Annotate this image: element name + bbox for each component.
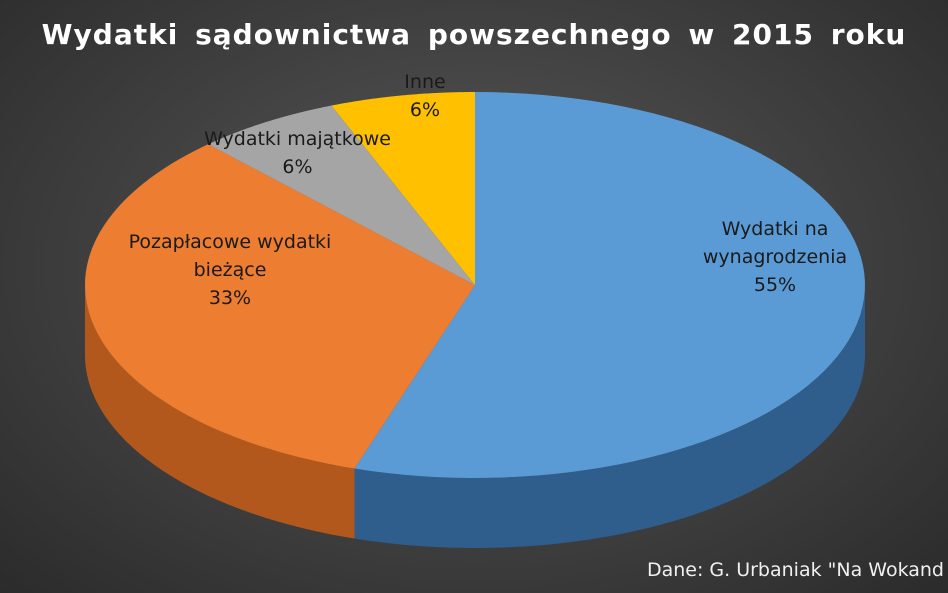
slice-label-wynagrodzenia: Wydatki na wynagrodzenia 55% bbox=[660, 215, 890, 299]
slice-label-majatkowe: Wydatki majątkowe 6% bbox=[185, 125, 410, 181]
slice-1 bbox=[354, 92, 865, 478]
slice-side bbox=[354, 285, 865, 548]
label-line: Pozapłacowe wydatki bbox=[128, 231, 332, 253]
slice-label-inne: Inne 6% bbox=[385, 68, 465, 124]
label-line: bieżące bbox=[193, 259, 267, 281]
label-value: 6% bbox=[282, 156, 313, 178]
chart-title: Wydatki sądownictwa powszechnego w 2015 … bbox=[41, 18, 907, 51]
label-line: Wydatki na bbox=[721, 218, 829, 240]
label-line: wynagrodzenia bbox=[702, 246, 848, 268]
label-line: Wydatki majątkowe bbox=[204, 128, 391, 150]
slice-2 bbox=[85, 144, 475, 469]
label-value: 55% bbox=[753, 274, 797, 296]
label-value: 6% bbox=[409, 99, 441, 121]
slice-3 bbox=[208, 105, 476, 286]
label-line: Inne bbox=[404, 71, 446, 93]
label-value: 33% bbox=[208, 287, 252, 309]
source-credit: Dane: G. Urbaniak "Na Wokand bbox=[646, 559, 944, 581]
slice-label-pozaplacowe: Pozapłacowe wydatki bieżące 33% bbox=[95, 228, 365, 312]
slice-4 bbox=[331, 92, 475, 285]
slice-side bbox=[85, 285, 355, 539]
